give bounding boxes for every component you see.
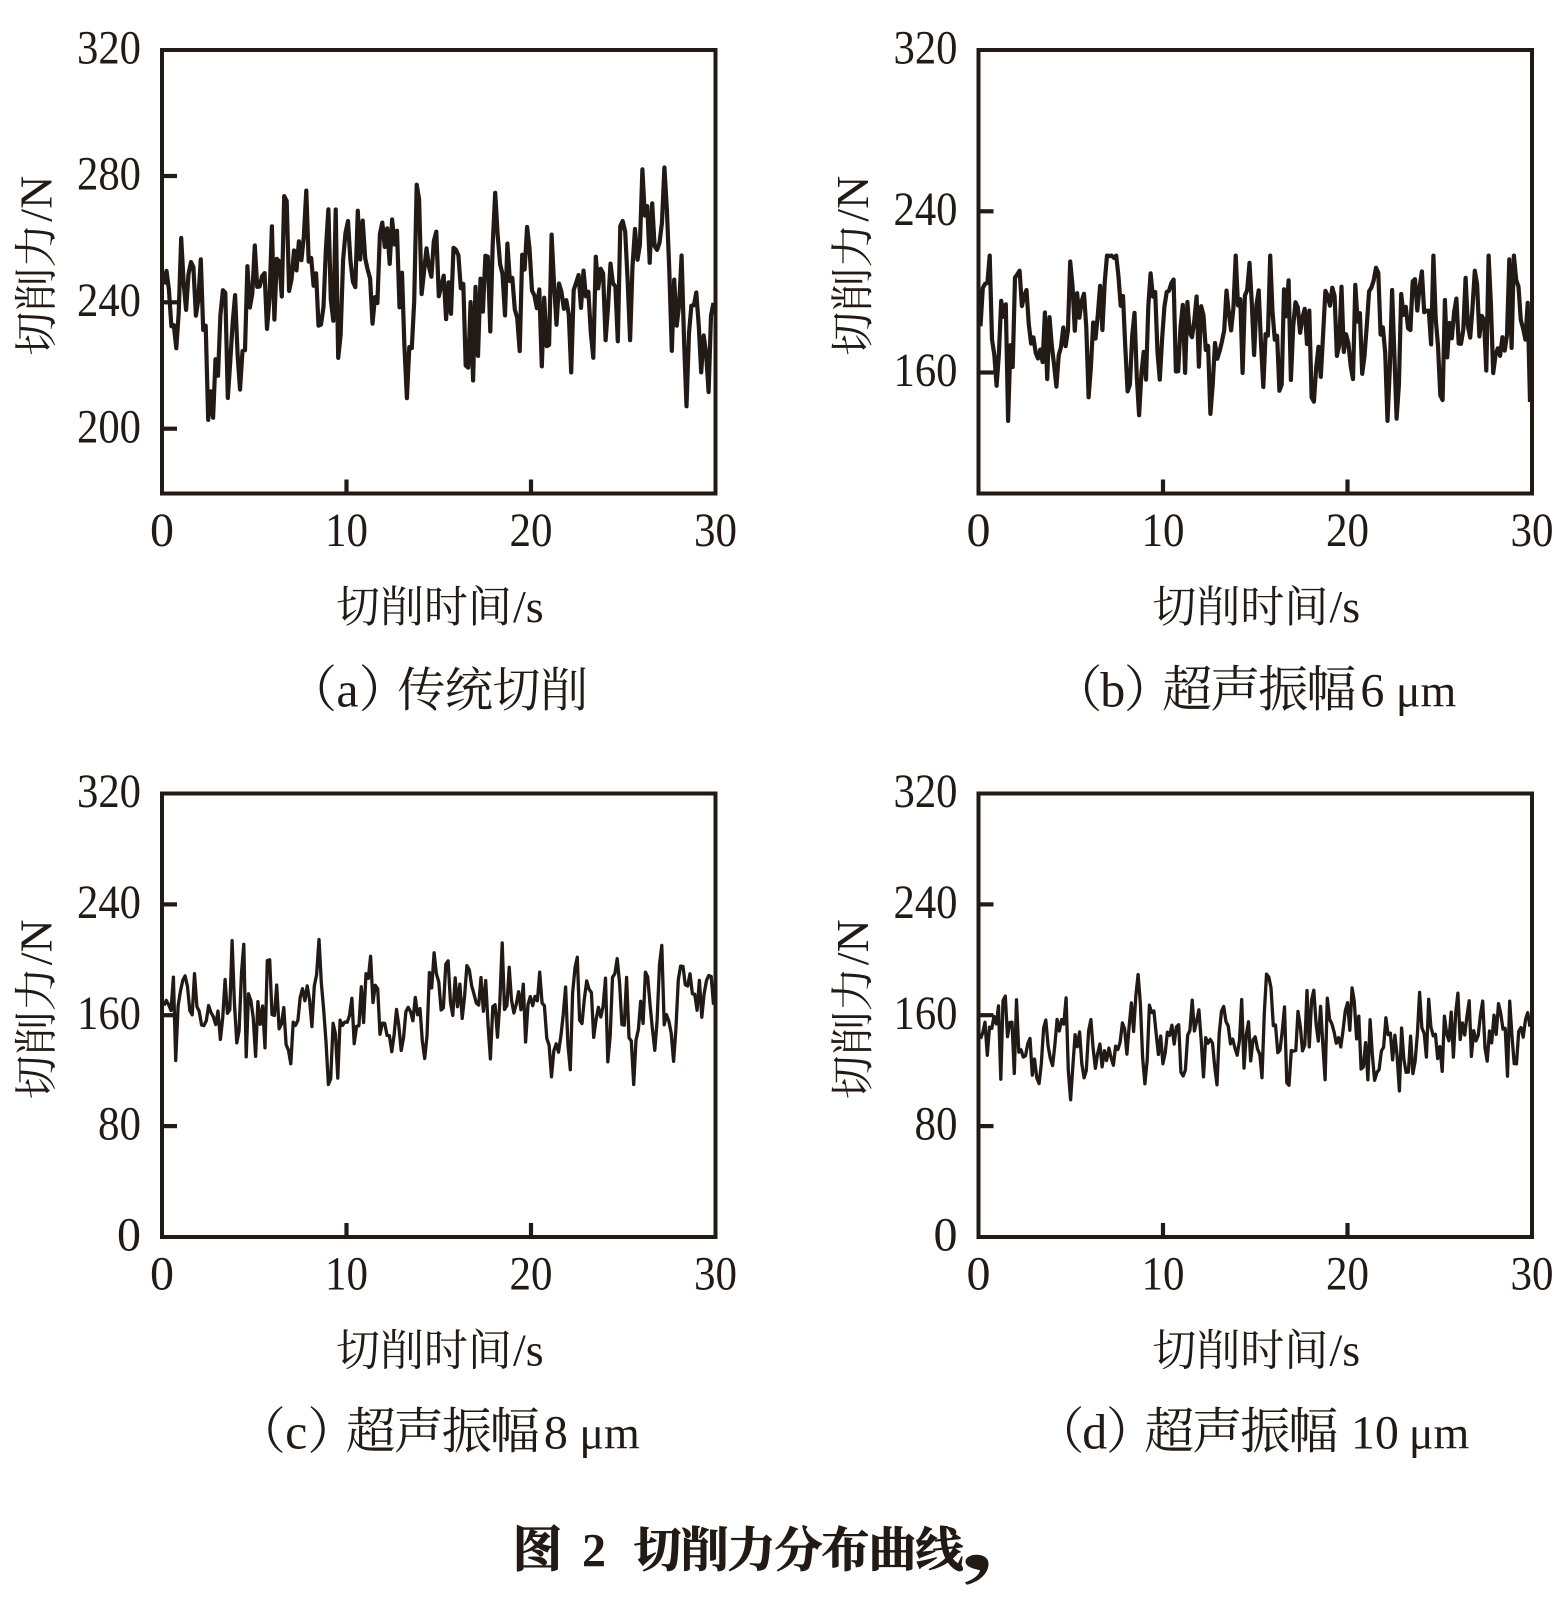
svg-text:6: 6 <box>1360 665 1384 718</box>
svg-text:320: 320 <box>894 765 958 818</box>
svg-text:/N: /N <box>827 176 878 222</box>
svg-text:μm: μm <box>1409 1408 1470 1459</box>
svg-text:20: 20 <box>510 1248 553 1301</box>
svg-text:/s: /s <box>513 1325 544 1376</box>
svg-text:20: 20 <box>510 504 553 557</box>
svg-text:/N: /N <box>827 919 878 965</box>
svg-text:/s: /s <box>1330 581 1361 632</box>
svg-text:a: a <box>336 662 358 718</box>
svg-text:280: 280 <box>77 148 141 201</box>
svg-text:/s: /s <box>513 581 544 632</box>
svg-text:0: 0 <box>967 504 991 557</box>
svg-text:10: 10 <box>325 1248 368 1301</box>
svg-text:30: 30 <box>1511 1248 1554 1301</box>
svg-text:0: 0 <box>150 504 174 557</box>
svg-text:80: 80 <box>98 1098 141 1151</box>
svg-text:μm: μm <box>579 1408 640 1459</box>
svg-text:/N: /N <box>11 919 62 965</box>
svg-text:10: 10 <box>1142 1248 1185 1301</box>
svg-text:8: 8 <box>544 1407 568 1460</box>
svg-text:/s: /s <box>1330 1325 1361 1376</box>
svg-text:μm: μm <box>1396 666 1457 717</box>
svg-text:0: 0 <box>150 1248 174 1301</box>
svg-text:d: d <box>1082 1404 1107 1460</box>
svg-text:160: 160 <box>894 987 958 1040</box>
svg-text:10: 10 <box>1142 504 1185 557</box>
svg-text:240: 240 <box>77 274 141 327</box>
svg-text:10: 10 <box>325 504 368 557</box>
svg-text:200: 200 <box>77 400 141 453</box>
svg-text:240: 240 <box>77 876 141 929</box>
svg-text:10: 10 <box>1351 1407 1399 1460</box>
svg-text:160: 160 <box>77 987 141 1040</box>
svg-text:320: 320 <box>77 22 141 75</box>
svg-text:b: b <box>1100 662 1125 718</box>
svg-text:20: 20 <box>1326 504 1369 557</box>
svg-text:20: 20 <box>1326 1248 1369 1301</box>
svg-text:320: 320 <box>894 22 958 75</box>
svg-text:30: 30 <box>1511 504 1554 557</box>
svg-text:30: 30 <box>694 504 737 557</box>
svg-text:0: 0 <box>934 1209 958 1262</box>
svg-text:0: 0 <box>117 1209 141 1262</box>
svg-text:c: c <box>285 1404 307 1460</box>
svg-text:2: 2 <box>582 1525 606 1578</box>
svg-text:240: 240 <box>894 876 958 929</box>
svg-text:/N: /N <box>11 176 62 222</box>
svg-text:30: 30 <box>694 1248 737 1301</box>
svg-text:80: 80 <box>915 1098 958 1151</box>
svg-text:320: 320 <box>77 765 141 818</box>
svg-text:240: 240 <box>894 183 958 236</box>
svg-text:0: 0 <box>967 1248 991 1301</box>
svg-text:160: 160 <box>894 344 958 397</box>
